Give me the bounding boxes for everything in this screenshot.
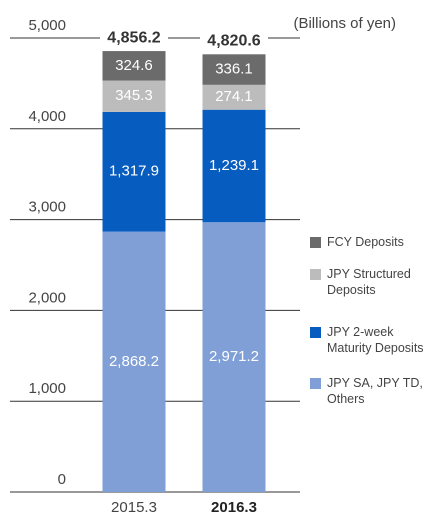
value-label: 2,971.2: [209, 348, 259, 365]
y-tick-label: 4,000: [28, 108, 66, 125]
legend-label: JPY Structured Deposits: [327, 267, 411, 297]
y-tick-label: 5,000: [28, 17, 66, 34]
y-tick-label: 2,000: [28, 289, 66, 306]
x-tick-label: 2015.3: [111, 499, 157, 516]
value-label: 324.6: [115, 57, 153, 74]
legend-swatch: [310, 327, 321, 338]
legend-swatch: [310, 269, 321, 280]
y-tick-label: 3,000: [28, 199, 66, 216]
value-label: 1,239.1: [209, 157, 259, 174]
bar-segment: [202, 84, 266, 110]
legend-swatch: [310, 378, 321, 389]
bar-segment: [102, 51, 166, 81]
value-label: 1,317.9: [109, 163, 159, 180]
value-label: 274.1: [215, 88, 253, 105]
legend-item: JPY Structured Deposits: [310, 266, 428, 298]
value-label: 2,868.2: [109, 353, 159, 370]
bar-segment: [202, 54, 266, 85]
legend-label: FCY Deposits: [327, 235, 404, 249]
bar-segment: [202, 109, 266, 223]
legend-swatch: [310, 237, 321, 248]
total-label-bg: [200, 32, 268, 51]
bar-segment: [102, 231, 166, 492]
legend-label: JPY SA, JPY TD, Others: [327, 376, 423, 406]
legend-item: FCY Deposits: [310, 234, 428, 250]
total-label: 4,820.6: [207, 33, 260, 50]
bar-segment: [102, 111, 166, 232]
value-label: 345.3: [115, 87, 153, 104]
total-label: 4,856.2: [107, 29, 160, 46]
value-label: 336.1: [215, 61, 253, 78]
x-tick-label: 2016.3: [211, 499, 257, 516]
legend-label: JPY 2-week Maturity Deposits: [327, 325, 424, 355]
y-tick-label: 0: [58, 471, 66, 488]
bar-segment: [102, 80, 166, 112]
y-tick-label: 1,000: [28, 380, 66, 397]
legend-item: JPY 2-week Maturity Deposits: [310, 324, 428, 356]
unit-label: (Billions of yen): [293, 15, 396, 32]
total-label-bg: [100, 29, 168, 48]
bar-segment: [202, 222, 266, 493]
legend-item: JPY SA, JPY TD, Others: [310, 375, 428, 407]
